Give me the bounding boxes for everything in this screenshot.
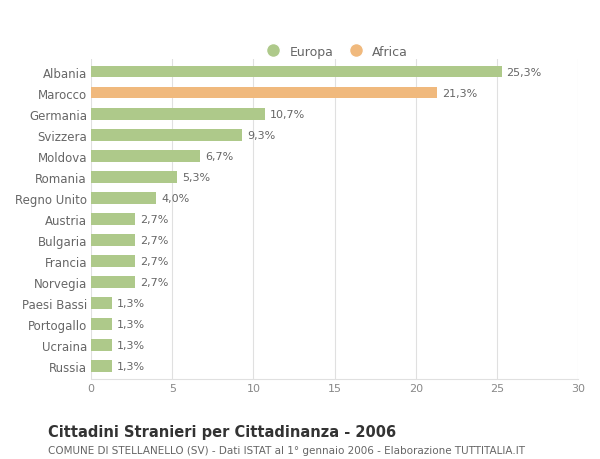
Text: 1,3%: 1,3% bbox=[117, 319, 145, 329]
Bar bbox=[91, 319, 112, 330]
Text: 2,7%: 2,7% bbox=[140, 256, 168, 266]
Bar bbox=[91, 88, 437, 99]
Bar bbox=[91, 130, 242, 141]
Text: 6,7%: 6,7% bbox=[205, 151, 233, 162]
Text: 2,7%: 2,7% bbox=[140, 277, 168, 287]
Bar bbox=[91, 360, 112, 372]
Bar bbox=[91, 67, 502, 78]
Text: 21,3%: 21,3% bbox=[442, 89, 477, 99]
Bar bbox=[91, 256, 135, 267]
Text: 2,7%: 2,7% bbox=[140, 235, 168, 245]
Bar bbox=[91, 213, 135, 225]
Bar bbox=[91, 339, 112, 351]
Bar bbox=[91, 109, 265, 120]
Bar bbox=[91, 235, 135, 246]
Text: 1,3%: 1,3% bbox=[117, 361, 145, 371]
Bar bbox=[91, 276, 135, 288]
Text: 4,0%: 4,0% bbox=[161, 193, 189, 203]
Bar bbox=[91, 172, 177, 183]
Text: Cittadini Stranieri per Cittadinanza - 2006: Cittadini Stranieri per Cittadinanza - 2… bbox=[48, 425, 396, 440]
Text: 1,3%: 1,3% bbox=[117, 340, 145, 350]
Text: 25,3%: 25,3% bbox=[506, 67, 542, 78]
Text: 2,7%: 2,7% bbox=[140, 214, 168, 224]
Bar bbox=[91, 297, 112, 309]
Bar bbox=[91, 151, 200, 162]
Legend: Europa, Africa: Europa, Africa bbox=[256, 41, 413, 64]
Text: 9,3%: 9,3% bbox=[247, 130, 275, 140]
Bar bbox=[91, 193, 156, 204]
Text: COMUNE DI STELLANELLO (SV) - Dati ISTAT al 1° gennaio 2006 - Elaborazione TUTTIT: COMUNE DI STELLANELLO (SV) - Dati ISTAT … bbox=[48, 445, 525, 455]
Text: 1,3%: 1,3% bbox=[117, 298, 145, 308]
Text: 5,3%: 5,3% bbox=[182, 173, 210, 182]
Text: 10,7%: 10,7% bbox=[269, 110, 305, 119]
